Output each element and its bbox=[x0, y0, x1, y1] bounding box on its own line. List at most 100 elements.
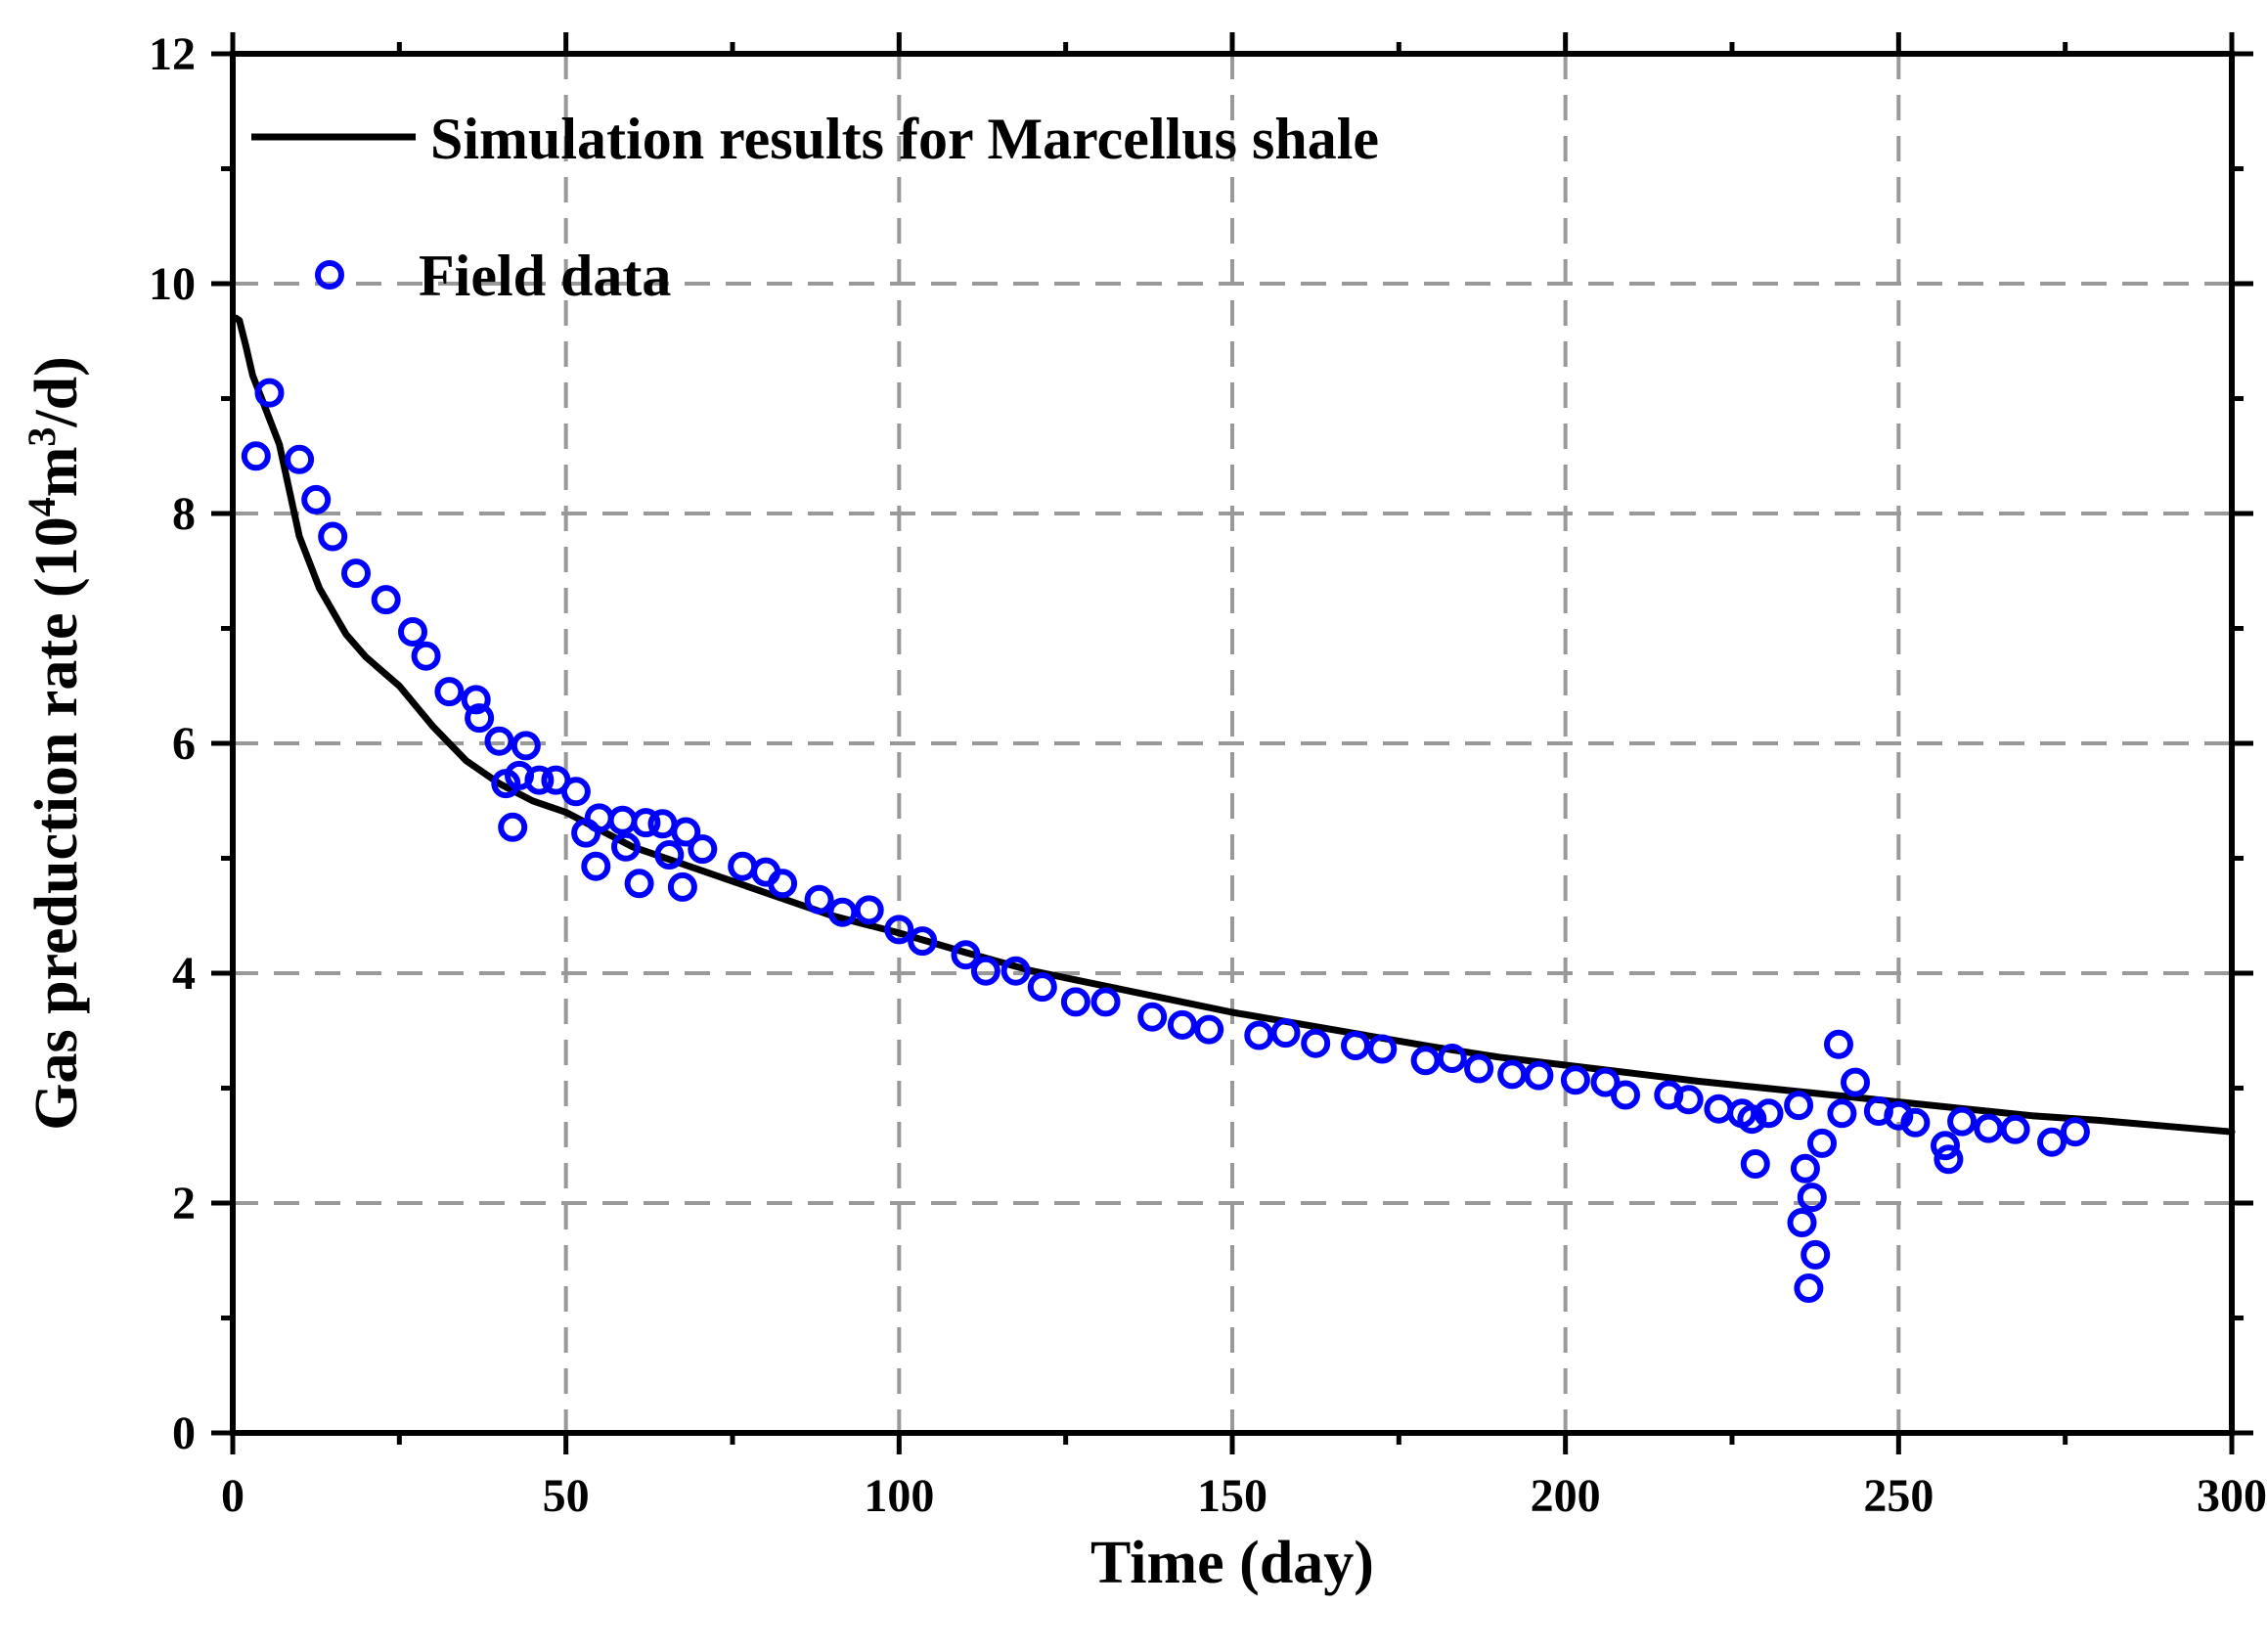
y-tick-label: 2 bbox=[172, 1178, 196, 1229]
y-tick-label: 10 bbox=[149, 258, 196, 310]
y-axis-title-prefix: Gas preduction rate (10 bbox=[23, 516, 90, 1130]
field-data-point bbox=[854, 895, 884, 925]
field-data-point bbox=[1611, 1080, 1640, 1110]
field-data-point bbox=[1797, 1183, 1827, 1213]
y-axis-title-mid: m bbox=[23, 447, 90, 498]
field-data-point bbox=[768, 869, 798, 899]
simulation-series bbox=[232, 314, 2236, 1136]
field-data-point bbox=[341, 558, 371, 589]
field-data-point bbox=[318, 521, 348, 552]
tick-labels: 0 50 100 150 200 250 300 0 2 4 6 8 10 12 bbox=[149, 28, 2267, 1522]
field-data-point bbox=[411, 641, 441, 671]
field-data-point bbox=[1270, 1018, 1301, 1049]
field-data-point bbox=[1807, 1128, 1837, 1158]
field-data-point bbox=[970, 956, 1000, 986]
field-data-point bbox=[1787, 1208, 1817, 1237]
field-data-point bbox=[1794, 1273, 1824, 1303]
field-data-point bbox=[908, 926, 938, 957]
field-data-point bbox=[524, 765, 555, 795]
y-tick-label: 6 bbox=[172, 718, 196, 770]
field-data-series bbox=[241, 378, 2090, 1303]
field-data-point bbox=[1673, 1085, 1704, 1115]
x-tick-label: 100 bbox=[864, 1470, 934, 1522]
field-data-point bbox=[631, 808, 661, 838]
y-axis-title: Gas preduction rate (104m3/d) bbox=[20, 356, 90, 1130]
field-data-point bbox=[1410, 1046, 1441, 1076]
field-data-point bbox=[1590, 1067, 1621, 1097]
y-axis-title-suffix: /d) bbox=[23, 356, 90, 427]
field-data-point bbox=[804, 884, 834, 915]
legend-simulation-label: Simulation results for Marcellus shale bbox=[430, 107, 1379, 171]
field-data-point bbox=[2060, 1117, 2090, 1147]
field-data-point bbox=[1137, 1002, 1168, 1032]
legend: Simulation results for Marcellus shale F… bbox=[251, 107, 1379, 308]
field-data-point bbox=[607, 805, 638, 835]
field-data-point bbox=[611, 831, 641, 862]
y-tick-label: 4 bbox=[172, 948, 196, 1000]
y-axis-title-sup2: 3 bbox=[20, 427, 64, 447]
field-data-point bbox=[671, 817, 701, 847]
field-data-point bbox=[1437, 1044, 1467, 1073]
field-data-point bbox=[1060, 987, 1090, 1017]
field-data-point bbox=[254, 378, 285, 408]
field-data-point bbox=[1884, 1100, 1914, 1131]
field-data-point bbox=[1367, 1034, 1398, 1064]
field-data-point bbox=[728, 851, 758, 881]
field-data-point bbox=[1560, 1065, 1590, 1095]
field-data-point bbox=[654, 840, 685, 870]
field-data-point bbox=[465, 703, 495, 734]
field-data-point bbox=[884, 915, 914, 945]
field-data-point bbox=[1974, 1113, 2004, 1143]
field-data-point bbox=[624, 869, 654, 899]
axis-ticks bbox=[211, 32, 2253, 1454]
x-tick-label: 50 bbox=[543, 1470, 590, 1522]
field-data-point bbox=[1740, 1149, 1770, 1179]
field-data-point bbox=[2037, 1127, 2067, 1157]
field-data-point bbox=[285, 444, 315, 474]
y-axis-title-sup1: 4 bbox=[20, 497, 64, 516]
field-data-point bbox=[560, 777, 591, 807]
x-tick-label: 300 bbox=[2197, 1470, 2267, 1522]
y-tick-label: 8 bbox=[172, 488, 196, 540]
field-data-point bbox=[398, 617, 427, 647]
field-data-point bbox=[241, 441, 271, 471]
field-data-point bbox=[484, 726, 514, 756]
field-data-point bbox=[581, 851, 611, 881]
legend-field-label: Field data bbox=[419, 244, 671, 308]
field-data-point bbox=[1841, 1067, 1870, 1097]
field-data-point bbox=[1900, 1107, 1931, 1138]
field-data-point bbox=[1464, 1053, 1494, 1084]
field-data-point bbox=[301, 484, 332, 514]
field-data-point bbox=[827, 897, 858, 927]
field-data-point bbox=[498, 812, 528, 842]
field-data-point bbox=[1301, 1028, 1331, 1058]
field-data-point bbox=[951, 940, 981, 970]
x-tick-label: 150 bbox=[1197, 1470, 1267, 1522]
field-data-point bbox=[647, 809, 678, 839]
x-axis-title: Time (day) bbox=[1090, 1530, 1374, 1596]
field-data-point bbox=[1824, 1029, 1853, 1059]
field-data-point bbox=[1790, 1153, 1820, 1183]
field-data-point bbox=[1827, 1098, 1857, 1129]
field-data-point bbox=[461, 685, 491, 715]
field-data-point bbox=[1090, 987, 1121, 1017]
field-data-point bbox=[1800, 1239, 1831, 1270]
field-data-point bbox=[1194, 1014, 1224, 1045]
field-data-point bbox=[434, 677, 465, 707]
grid-lines bbox=[233, 54, 2232, 1433]
field-data-point bbox=[1947, 1106, 1978, 1137]
field-data-point bbox=[667, 871, 697, 902]
field-data-point bbox=[1784, 1091, 1814, 1121]
y-tick-label: 0 bbox=[172, 1407, 196, 1459]
field-data-point bbox=[2000, 1114, 2030, 1144]
field-data-point bbox=[688, 834, 718, 865]
x-tick-label: 250 bbox=[1863, 1470, 1934, 1522]
field-data-point bbox=[1524, 1060, 1554, 1091]
field-data-point bbox=[1000, 956, 1031, 986]
x-tick-label: 200 bbox=[1531, 1470, 1601, 1522]
legend-field-swatch bbox=[315, 260, 344, 290]
field-data-point bbox=[1497, 1059, 1528, 1090]
field-data-point bbox=[511, 731, 541, 761]
x-tick-label: 0 bbox=[221, 1470, 244, 1522]
